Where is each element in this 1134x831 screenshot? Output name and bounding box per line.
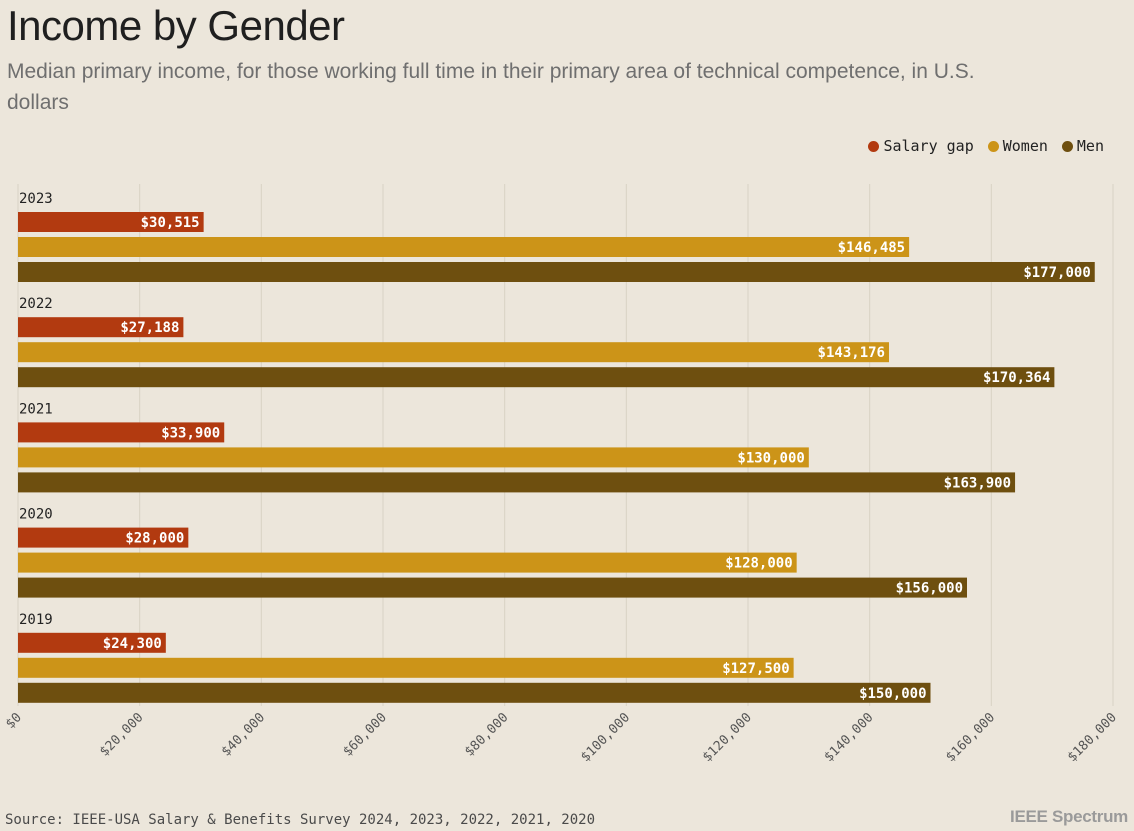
bar-women-2022: [18, 342, 889, 363]
data-label-women-2023: $146,485: [838, 240, 905, 256]
data-label-women-2019: $127,500: [722, 661, 789, 677]
legend-label-women: Women: [1002, 137, 1048, 155]
bar-men-2022: [18, 367, 1055, 388]
data-label-salary-gap-2023: $30,515: [141, 215, 200, 231]
bar-salary-gap-2023: [18, 212, 204, 232]
legend-item-women: Women: [987, 137, 1048, 155]
chart-subtitle: Median primary income, for those working…: [7, 60, 975, 114]
data-label-salary-gap-2021: $33,900: [161, 425, 220, 441]
category-label-2021: 2021: [19, 401, 53, 417]
x-tick-label-8: $160,000: [943, 710, 998, 765]
bar-men-2023: [18, 262, 1095, 282]
data-label-men-2021: $163,900: [944, 475, 1011, 491]
x-tick-label-6: $120,000: [700, 710, 755, 765]
x-tick-label-0: $0: [3, 710, 25, 732]
bar-salary-gap-2020: [18, 527, 189, 548]
legend-dot-men: [1061, 140, 1073, 152]
x-tick-label-1: $20,000: [97, 710, 146, 759]
bar-men-2020: [18, 577, 967, 598]
data-label-men-2023: $177,000: [1023, 265, 1090, 281]
x-tick-label-5: $100,000: [578, 710, 633, 765]
x-tick-label-9: $180,000: [1065, 710, 1120, 765]
bar-men-2019: [18, 682, 931, 703]
data-label-women-2020: $128,000: [725, 556, 792, 572]
bar-women-2021: [18, 447, 809, 468]
data-label-women-2022: $143,176: [818, 345, 885, 361]
legend-item-men: Men: [1061, 137, 1104, 155]
legend: Salary gap Women Men: [868, 137, 1104, 155]
data-label-women-2021: $130,000: [737, 450, 804, 466]
legend-dot-women: [987, 140, 999, 152]
brand-logo: IEEE Spectrum: [1010, 807, 1128, 826]
x-tick-label-4: $80,000: [462, 710, 511, 759]
source-note: Source: IEEE-USA Salary & Benefits Surve…: [5, 812, 596, 828]
x-tick-label-3: $60,000: [340, 710, 389, 759]
legend-label-salary-gap: Salary gap: [883, 137, 974, 155]
bar-women-2019: [18, 657, 794, 678]
legend-item-salary-gap: Salary gap: [868, 137, 974, 155]
legend-label-men: Men: [1076, 137, 1104, 155]
x-tick-label-2: $40,000: [219, 710, 268, 759]
data-label-men-2022: $170,364: [983, 370, 1050, 386]
legend-dot-salary-gap: [868, 140, 880, 152]
category-label-2023: 2023: [19, 191, 53, 207]
data-label-salary-gap-2019: $24,300: [103, 636, 162, 652]
category-label-2020: 2020: [19, 507, 53, 523]
x-tick-label-7: $140,000: [822, 710, 877, 765]
bar-women-2023: [18, 237, 910, 257]
data-label-salary-gap-2022: $27,188: [120, 320, 179, 336]
category-label-2019: 2019: [19, 612, 53, 628]
chart-title: Income by Gender: [7, 2, 345, 49]
bar-women-2020: [18, 552, 797, 573]
category-label-2022: 2022: [19, 296, 53, 312]
bar-men-2021: [18, 472, 1016, 493]
bar-salary-gap-2021: [18, 422, 225, 443]
bar-salary-gap-2022: [18, 317, 184, 338]
data-label-salary-gap-2020: $28,000: [125, 531, 184, 547]
data-label-men-2020: $156,000: [896, 581, 963, 597]
data-label-men-2019: $150,000: [859, 686, 926, 702]
bar-salary-gap-2019: [18, 632, 166, 653]
